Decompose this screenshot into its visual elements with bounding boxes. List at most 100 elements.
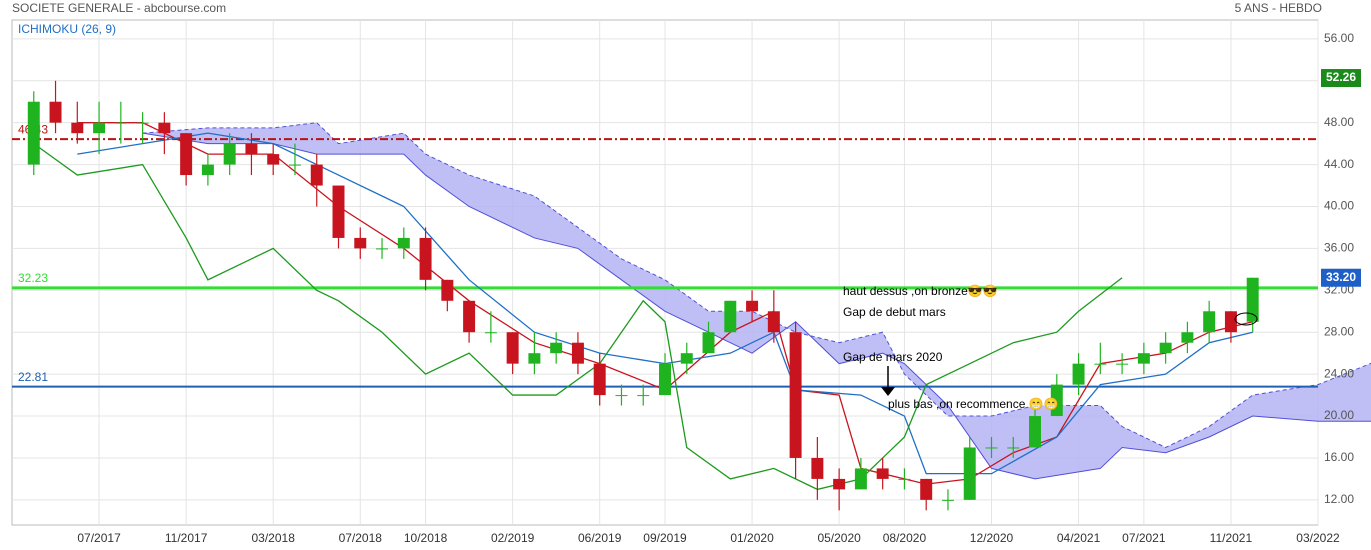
line-chikou	[33, 143, 1123, 491]
x-tick-label: 03/2022	[1296, 531, 1340, 545]
x-tick-label: 06/2019	[578, 531, 622, 545]
x-tick-label: 01/2020	[730, 531, 774, 545]
axes: 12.0016.0020.0024.0028.0032.0036.0040.00…	[77, 31, 1361, 545]
candle-body	[724, 300, 737, 333]
price-label: 52.26	[1326, 70, 1356, 84]
candle-body	[680, 353, 693, 364]
candle-body	[506, 332, 519, 364]
x-tick-label: 07/2017	[77, 531, 121, 545]
candle-body	[376, 248, 389, 250]
candle-body	[637, 395, 650, 397]
candle-body	[789, 332, 802, 458]
candle-body	[49, 101, 62, 123]
x-tick-label: 11/2021	[1210, 531, 1253, 545]
candle-body	[288, 164, 301, 166]
candle-body	[201, 164, 214, 176]
candle-body	[463, 300, 476, 333]
y-tick-label: 20.00	[1324, 408, 1354, 422]
price-label-box	[1321, 69, 1361, 88]
indicator-label: ICHIMOKU (26, 9)	[18, 22, 116, 36]
candle-body	[245, 143, 258, 155]
candle-body	[1007, 447, 1020, 449]
reference-label: 32.23	[18, 271, 48, 285]
candle-body	[419, 237, 432, 280]
highlight-ellipse	[1234, 312, 1258, 326]
x-tick-label: 03/2018	[252, 531, 296, 545]
candle-body	[441, 279, 454, 301]
candle-body	[1181, 332, 1194, 343]
candle-body	[1137, 353, 1150, 364]
candle-body	[158, 122, 171, 134]
x-tick-label: 07/2018	[339, 531, 383, 545]
y-tick-label: 44.00	[1324, 157, 1354, 171]
candle-body	[1159, 342, 1172, 354]
x-tick-label: 11/2017	[165, 531, 208, 545]
y-tick-label: 24.00	[1324, 366, 1354, 380]
candle-body	[1094, 363, 1107, 365]
candle-body	[811, 457, 824, 479]
candle-body	[920, 478, 933, 500]
x-tick-label: 07/2021	[1122, 531, 1166, 545]
candles	[27, 80, 1259, 511]
x-tick-label: 04/2021	[1057, 531, 1101, 545]
candle-body	[593, 363, 606, 396]
candle-body	[1246, 277, 1259, 322]
candle-body	[114, 122, 127, 124]
price-label-box	[1321, 268, 1361, 287]
candle-body	[702, 332, 715, 354]
candle-body	[1072, 363, 1085, 385]
candle-body	[1224, 311, 1237, 333]
y-tick-label: 56.00	[1324, 31, 1354, 45]
y-tick-label: 12.00	[1324, 492, 1354, 506]
candle-body	[659, 363, 671, 396]
x-tick-label: 12/2020	[970, 531, 1014, 545]
candle-body	[93, 122, 106, 134]
candle-body	[528, 353, 541, 364]
candle-body	[963, 447, 976, 500]
candle-body	[136, 122, 149, 124]
candle-body	[550, 342, 563, 354]
y-tick-label: 28.00	[1324, 324, 1354, 338]
candle-body	[267, 154, 280, 165]
y-tick-label: 36.00	[1324, 241, 1354, 255]
candle-body	[332, 185, 345, 238]
candle-body	[1029, 416, 1042, 448]
candle-body	[854, 468, 867, 490]
candle-body	[1050, 384, 1063, 417]
x-tick-label: 10/2018	[404, 531, 448, 545]
candle-body	[397, 237, 410, 249]
candle-body	[484, 332, 497, 334]
line-kijun	[77, 132, 1253, 475]
candle-body	[1116, 363, 1129, 365]
candle-body	[898, 478, 911, 480]
candle-body	[27, 101, 40, 165]
candle-body	[223, 143, 236, 165]
chart-title: SOCIETE GENERALE - abcbourse.com	[12, 1, 226, 15]
candle-body	[180, 133, 193, 176]
y-tick-label: 48.00	[1324, 115, 1354, 129]
candle-body	[71, 122, 84, 134]
candle-body	[354, 237, 367, 249]
candle-body	[941, 499, 954, 501]
candle-body	[1203, 311, 1216, 333]
candle-body	[310, 164, 323, 186]
y-tick-label: 16.00	[1324, 450, 1354, 464]
candle-body	[767, 311, 780, 333]
candle-body	[615, 395, 628, 397]
annotation: haut dessus ,on bronze😎😎	[843, 284, 998, 298]
y-tick-label: 40.00	[1324, 199, 1354, 213]
candle-body	[833, 478, 846, 490]
x-tick-label: 09/2019	[643, 531, 687, 545]
x-tick-label: 08/2020	[883, 531, 927, 545]
annotation: Gap de mars 2020	[843, 350, 943, 364]
candle-body	[571, 342, 584, 364]
chart-subtitle: 5 ANS - HEBDO	[1235, 1, 1322, 15]
arrow-head	[881, 387, 895, 396]
x-tick-label: 02/2019	[491, 531, 535, 545]
annotation: Gap de debut mars	[843, 305, 946, 319]
candle-body	[985, 447, 998, 449]
reference-label: 22.81	[18, 370, 48, 384]
candle-body	[746, 300, 759, 312]
annotation: plus bas ,on recommence 😁😁	[888, 397, 1059, 411]
